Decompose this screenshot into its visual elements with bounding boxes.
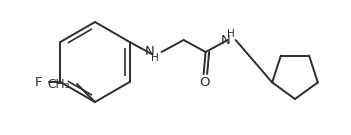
Text: F: F <box>35 75 42 89</box>
Text: N: N <box>221 35 231 48</box>
Text: H: H <box>151 53 159 63</box>
Text: H: H <box>227 29 234 39</box>
Text: CH₃: CH₃ <box>47 77 70 90</box>
Text: O: O <box>199 77 210 90</box>
Text: N: N <box>145 45 154 58</box>
